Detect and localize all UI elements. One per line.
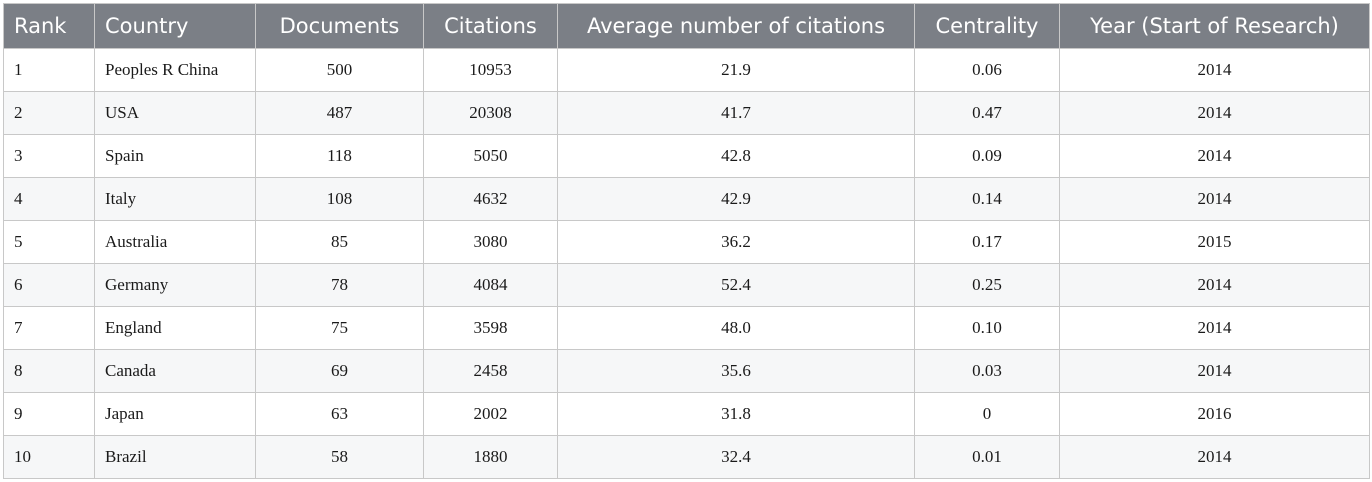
cell-year-start: 2014: [1059, 48, 1370, 92]
cell-centrality: 0.47: [914, 91, 1060, 135]
cell-average-citations: 42.8: [557, 134, 915, 178]
table-row: 4 Italy 108 4632 42.9 0.14 2014: [3, 177, 1370, 221]
cell-year-start: 2014: [1059, 91, 1370, 135]
cell-country: Canada: [94, 349, 256, 393]
table-row: 6 Germany 78 4084 52.4 0.25 2014: [3, 263, 1370, 307]
cell-rank: 4: [3, 177, 95, 221]
cell-centrality: 0.06: [914, 48, 1060, 92]
cell-country: Peoples R China: [94, 48, 256, 92]
cell-year-start: 2014: [1059, 263, 1370, 307]
cell-country: England: [94, 306, 256, 350]
cell-citations: 3080: [423, 220, 558, 264]
cell-rank: 5: [3, 220, 95, 264]
table-row: 9 Japan 63 2002 31.8 0 2016: [3, 392, 1370, 436]
header-documents: Documents: [255, 3, 424, 49]
cell-centrality: 0.14: [914, 177, 1060, 221]
cell-average-citations: 41.7: [557, 91, 915, 135]
table-row: 8 Canada 69 2458 35.6 0.03 2014: [3, 349, 1370, 393]
cell-rank: 10: [3, 435, 95, 479]
cell-centrality: 0: [914, 392, 1060, 436]
cell-average-citations: 36.2: [557, 220, 915, 264]
cell-year-start: 2014: [1059, 435, 1370, 479]
cell-documents: 69: [255, 349, 424, 393]
cell-year-start: 2015: [1059, 220, 1370, 264]
header-row: Rank Country Documents Citations Average…: [3, 3, 1370, 49]
header-average-citations: Average number of citations: [557, 3, 915, 49]
cell-documents: 75: [255, 306, 424, 350]
cell-centrality: 0.10: [914, 306, 1060, 350]
cell-citations: 2458: [423, 349, 558, 393]
cell-citations: 20308: [423, 91, 558, 135]
cell-centrality: 0.01: [914, 435, 1060, 479]
cell-average-citations: 31.8: [557, 392, 915, 436]
cell-rank: 3: [3, 134, 95, 178]
cell-average-citations: 48.0: [557, 306, 915, 350]
cell-documents: 78: [255, 263, 424, 307]
header-country: Country: [94, 3, 256, 49]
countries-table: Rank Country Documents Citations Average…: [3, 3, 1370, 479]
cell-citations: 10953: [423, 48, 558, 92]
cell-documents: 500: [255, 48, 424, 92]
table-row: 5 Australia 85 3080 36.2 0.17 2015: [3, 220, 1370, 264]
table-row: 10 Brazil 58 1880 32.4 0.01 2014: [3, 435, 1370, 479]
cell-citations: 5050: [423, 134, 558, 178]
cell-average-citations: 52.4: [557, 263, 915, 307]
cell-country: Australia: [94, 220, 256, 264]
table-row: 2 USA 487 20308 41.7 0.47 2014: [3, 91, 1370, 135]
cell-rank: 8: [3, 349, 95, 393]
cell-rank: 7: [3, 306, 95, 350]
cell-documents: 487: [255, 91, 424, 135]
cell-average-citations: 35.6: [557, 349, 915, 393]
cell-country: Italy: [94, 177, 256, 221]
cell-country: USA: [94, 91, 256, 135]
cell-citations: 3598: [423, 306, 558, 350]
cell-centrality: 0.09: [914, 134, 1060, 178]
cell-rank: 6: [3, 263, 95, 307]
cell-citations: 1880: [423, 435, 558, 479]
header-year-start: Year (Start of Research): [1059, 3, 1370, 49]
cell-documents: 58: [255, 435, 424, 479]
cell-citations: 2002: [423, 392, 558, 436]
cell-year-start: 2014: [1059, 306, 1370, 350]
cell-centrality: 0.03: [914, 349, 1060, 393]
header-rank: Rank: [3, 3, 95, 49]
table-row: 7 England 75 3598 48.0 0.10 2014: [3, 306, 1370, 350]
table-row: 1 Peoples R China 500 10953 21.9 0.06 2014: [3, 48, 1370, 92]
cell-citations: 4084: [423, 263, 558, 307]
header-centrality: Centrality: [914, 3, 1060, 49]
cell-centrality: 0.25: [914, 263, 1060, 307]
cell-average-citations: 42.9: [557, 177, 915, 221]
cell-citations: 4632: [423, 177, 558, 221]
cell-year-start: 2014: [1059, 177, 1370, 221]
cell-country: Spain: [94, 134, 256, 178]
cell-country: Japan: [94, 392, 256, 436]
cell-documents: 108: [255, 177, 424, 221]
cell-rank: 1: [3, 48, 95, 92]
cell-year-start: 2016: [1059, 392, 1370, 436]
cell-rank: 2: [3, 91, 95, 135]
table-body: 1 Peoples R China 500 10953 21.9 0.06 2014 2 USA…: [3, 48, 1370, 479]
cell-country: Germany: [94, 263, 256, 307]
cell-year-start: 2014: [1059, 349, 1370, 393]
cell-average-citations: 32.4: [557, 435, 915, 479]
cell-documents: 85: [255, 220, 424, 264]
cell-documents: 63: [255, 392, 424, 436]
cell-rank: 9: [3, 392, 95, 436]
cell-year-start: 2014: [1059, 134, 1370, 178]
cell-centrality: 0.17: [914, 220, 1060, 264]
cell-average-citations: 21.9: [557, 48, 915, 92]
cell-country: Brazil: [94, 435, 256, 479]
table-row: 3 Spain 118 5050 42.8 0.09 2014: [3, 134, 1370, 178]
header-citations: Citations: [423, 3, 558, 49]
cell-documents: 118: [255, 134, 424, 178]
